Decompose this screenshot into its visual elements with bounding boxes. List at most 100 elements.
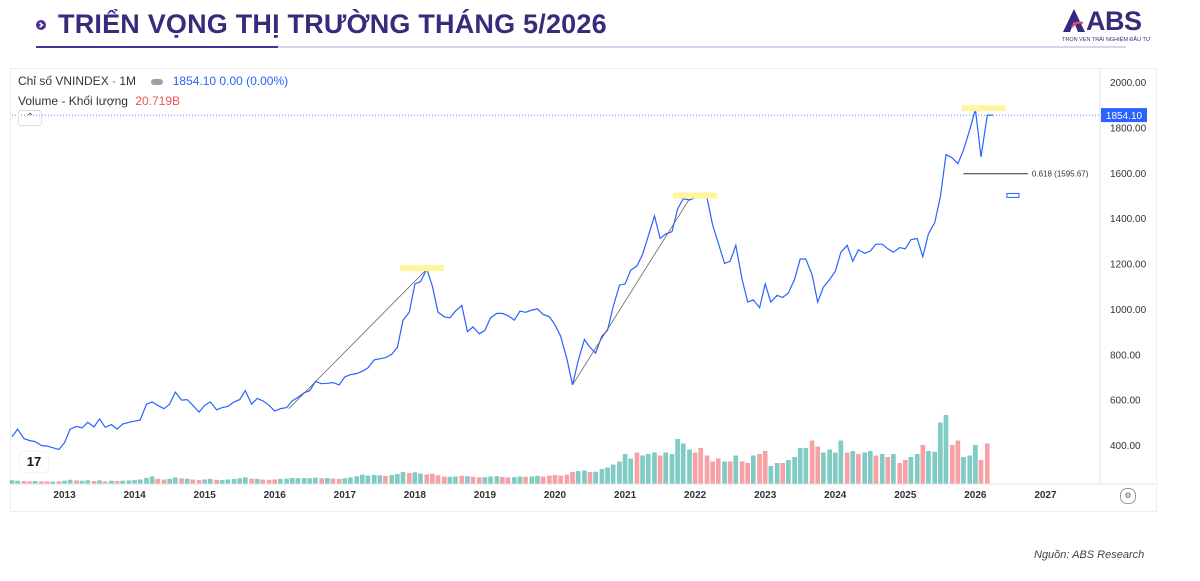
volume-bar bbox=[21, 481, 27, 484]
legend-value: 1854.10 0.00 (0.00%) bbox=[172, 74, 289, 88]
volume-bar bbox=[605, 467, 610, 484]
volume-bar bbox=[39, 481, 44, 484]
volume-bar bbox=[278, 478, 283, 484]
tradingview-logo-icon: 17 bbox=[20, 452, 48, 472]
chart-legend: Chỉ số VNINDEX · 1M 1854.10 0.00 (0.00%)… bbox=[18, 72, 288, 112]
volume-bar bbox=[669, 454, 675, 484]
volume-bar bbox=[698, 448, 704, 484]
title-underline bbox=[36, 46, 1126, 48]
abs-logo: ABS TRỌN VẸN TRẢI NGHIỆM ĐẦU TƯ bbox=[1060, 6, 1160, 48]
price-line bbox=[11, 109, 993, 451]
legend-volume-label: Volume - Khối lượng bbox=[18, 94, 128, 108]
volume-bar bbox=[383, 475, 388, 484]
x-tick-label: 2027 bbox=[1034, 490, 1057, 501]
volume-bar bbox=[675, 439, 680, 484]
logo-text: ABS bbox=[1086, 6, 1142, 36]
y-tick-label: 1800.00 bbox=[1110, 123, 1147, 134]
volume-bar bbox=[710, 461, 715, 484]
volume-bar bbox=[862, 452, 868, 484]
x-tick-label: 2025 bbox=[894, 490, 917, 501]
volume-bar bbox=[617, 461, 622, 484]
volume-bar bbox=[371, 475, 377, 484]
volume-bar bbox=[704, 455, 710, 484]
volume-bar bbox=[967, 455, 973, 484]
volume-bar bbox=[593, 471, 598, 484]
peak-highlight bbox=[961, 105, 1006, 112]
volume-bar bbox=[342, 478, 348, 484]
volume-bar bbox=[827, 449, 832, 484]
annotations: 1854.10 0.618 (1595.67) bbox=[12, 105, 1147, 409]
volume-bar bbox=[79, 480, 85, 484]
legend-volume-value: 20.719B bbox=[135, 94, 181, 108]
volume-bar bbox=[902, 460, 908, 484]
y-tick-label: 2000.00 bbox=[1110, 78, 1147, 89]
volume-bar bbox=[850, 451, 856, 484]
x-tick-label: 2024 bbox=[824, 490, 847, 501]
volume-bar bbox=[762, 451, 768, 484]
volume-bar bbox=[587, 472, 593, 484]
y-tick-label: 1000.00 bbox=[1110, 305, 1147, 316]
volume-bar bbox=[488, 476, 493, 484]
volume-bar bbox=[155, 478, 161, 484]
volume-bar bbox=[289, 478, 295, 484]
volume-bar bbox=[780, 463, 786, 484]
volume-bar bbox=[926, 451, 931, 484]
x-tick-label: 2014 bbox=[123, 490, 146, 501]
volume-bar bbox=[295, 478, 301, 484]
volume-bar bbox=[430, 473, 435, 484]
volume-bar bbox=[547, 475, 552, 484]
volume-bar bbox=[418, 473, 423, 484]
volume-bar bbox=[739, 461, 745, 484]
volume-bar bbox=[348, 477, 353, 484]
settings-gear-icon[interactable]: ⚙ bbox=[1120, 488, 1136, 504]
volume-bar bbox=[628, 458, 634, 484]
volume-bar bbox=[359, 474, 365, 484]
volume-bar bbox=[634, 452, 640, 484]
abs-logo-icon bbox=[1063, 9, 1085, 32]
collapse-legend-button[interactable]: ⌃ bbox=[18, 110, 42, 126]
volume-bar bbox=[242, 477, 248, 484]
volume-bar bbox=[757, 454, 762, 484]
volume-bar bbox=[161, 479, 167, 484]
volume-bar bbox=[231, 478, 237, 484]
volume-bar bbox=[582, 470, 587, 484]
volume-bar bbox=[266, 479, 272, 484]
volume-bar bbox=[179, 478, 184, 484]
volume-bar bbox=[832, 452, 838, 484]
volume-bar bbox=[482, 477, 488, 484]
x-tick-label: 2019 bbox=[474, 490, 497, 501]
volume-bar bbox=[476, 477, 482, 484]
page-title: TRIỂN VỌNG THỊ TRƯỜNG THÁNG 5/2026 bbox=[58, 9, 607, 39]
volume-bar bbox=[575, 471, 581, 484]
volume-bar bbox=[144, 478, 149, 484]
x-tick-label: 2015 bbox=[194, 490, 217, 501]
volume-bars bbox=[9, 415, 990, 484]
volume-bar bbox=[821, 452, 826, 484]
volume-bar bbox=[932, 451, 938, 484]
volume-bar bbox=[207, 478, 213, 484]
price-series bbox=[11, 109, 993, 451]
volume-bar bbox=[330, 478, 336, 484]
volume-bar bbox=[260, 479, 266, 484]
volume-bar bbox=[599, 469, 605, 484]
logo-tagline: TRỌN VẸN TRẢI NGHIỆM ĐẦU TƯ bbox=[1062, 37, 1151, 43]
volume-bar bbox=[885, 457, 891, 484]
volume-bar bbox=[120, 480, 126, 484]
volume-bar bbox=[406, 472, 412, 484]
eye-icon[interactable] bbox=[151, 78, 164, 85]
volume-bar bbox=[400, 472, 406, 484]
volume-bar bbox=[663, 452, 669, 484]
chevron-right-icon bbox=[36, 20, 46, 30]
volume-bar bbox=[91, 481, 97, 484]
fib-level-label: 0.618 (1595.67) bbox=[1032, 170, 1089, 179]
x-tick-label: 2022 bbox=[684, 490, 707, 501]
volume-bar bbox=[652, 452, 657, 484]
trend-line bbox=[572, 198, 690, 386]
volume-bar bbox=[722, 461, 727, 484]
volume-bar bbox=[126, 480, 132, 484]
volume-bar bbox=[190, 479, 196, 484]
volume-bar bbox=[32, 481, 38, 484]
x-tick-label: 2023 bbox=[754, 490, 777, 501]
volume-bar bbox=[873, 455, 879, 484]
